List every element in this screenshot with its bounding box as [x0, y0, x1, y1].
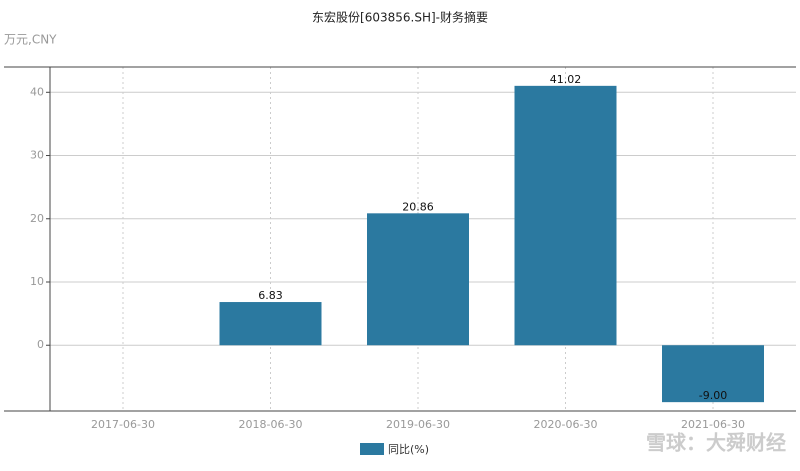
x-tick-label: 2021-06-30	[681, 418, 745, 431]
y-tick-label: 30	[30, 149, 44, 162]
bar	[514, 85, 617, 346]
y-tick-label: 40	[30, 85, 44, 98]
data-label: -9.00	[699, 389, 727, 402]
x-tick-label: 2018-06-30	[239, 418, 303, 431]
legend-swatch	[360, 443, 384, 455]
unit-label: 万元,CNY	[4, 33, 57, 47]
y-tick-label: 20	[30, 212, 44, 225]
x-tick-label: 2019-06-30	[386, 418, 450, 431]
marks: 6.83 20.86 41.02 -9.00	[219, 73, 764, 403]
x-tick-label: 2017-06-30	[91, 418, 155, 431]
bar	[219, 302, 322, 346]
data-label: 20.86	[402, 200, 434, 213]
bar	[367, 213, 469, 346]
bar	[662, 345, 764, 403]
data-label: 6.83	[258, 289, 283, 302]
watermark: 雪球：大舜财经	[646, 431, 786, 455]
y-tick-label: 10	[30, 275, 44, 288]
y-tick-label: 0	[37, 338, 44, 351]
x-tick-label: 2020-06-30	[534, 418, 598, 431]
legend-label: 同比(%)	[388, 443, 429, 456]
chart-title: 东宏股份[603856.SH]-财务摘要	[312, 10, 488, 25]
data-label: 41.02	[550, 73, 582, 86]
